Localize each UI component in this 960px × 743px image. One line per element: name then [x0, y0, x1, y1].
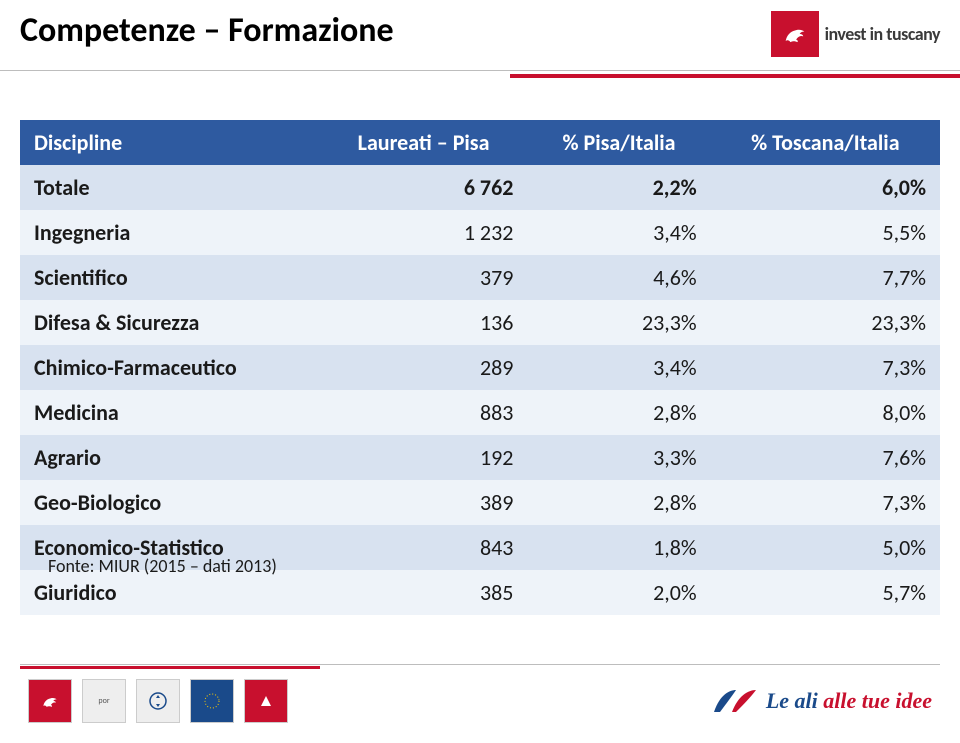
cell-label: Chimico-Farmaceutico — [20, 345, 320, 390]
table-row: Difesa & Sicurezza 136 23,3% 23,3% — [20, 300, 940, 345]
col-laureati: Laureati – Pisa — [320, 120, 528, 165]
source-note: Fonte: MIUR (2015 – dati 2013) — [48, 555, 277, 577]
table-row: Geo-Biologico 389 2,8% 7,3% — [20, 480, 940, 525]
cell-value: 5,7% — [711, 570, 940, 615]
wings-icon — [712, 686, 758, 716]
cell-value: 2,0% — [527, 570, 710, 615]
cell-label: Scientifico — [20, 255, 320, 300]
table-row: Medicina 883 2,8% 8,0% — [20, 390, 940, 435]
table-row: Scientifico 379 4,6% 7,7% — [20, 255, 940, 300]
cell-value: 2,8% — [527, 390, 710, 435]
table-row: Ingegneria 1 232 3,4% 5,5% — [20, 210, 940, 255]
cell-value: 7,3% — [711, 480, 940, 525]
col-pisa-italia: % Pisa/Italia — [527, 120, 710, 165]
regione-toscana-icon — [28, 679, 72, 723]
cell-value: 385 — [320, 570, 528, 615]
table-row: Chimico-Farmaceutico 289 3,4% 7,3% — [20, 345, 940, 390]
footer-left-logos: por — [28, 679, 288, 723]
table-header-row: Discipline Laureati – Pisa % Pisa/Italia… — [20, 120, 940, 165]
cell-value: 379 — [320, 255, 528, 300]
data-table: Discipline Laureati – Pisa % Pisa/Italia… — [20, 120, 940, 615]
cell-value: 8,0% — [711, 390, 940, 435]
cell-value: 23,3% — [711, 300, 940, 345]
cell-value: 7,7% — [711, 255, 940, 300]
cell-value: 3,3% — [527, 435, 710, 480]
footer-accent-line — [20, 666, 320, 669]
cell-label: Totale — [20, 165, 320, 210]
cell-label: Difesa & Sicurezza — [20, 300, 320, 345]
cell-value: 1,8% — [527, 525, 710, 570]
cell-value: 2,2% — [527, 165, 710, 210]
footer-logos: por Le ali alle tue idee — [28, 677, 932, 725]
cell-label: Medicina — [20, 390, 320, 435]
cell-value: 843 — [320, 525, 528, 570]
col-toscana-italia: % Toscana/Italia — [711, 120, 940, 165]
toscana-icon — [244, 679, 288, 723]
cell-label: Agrario — [20, 435, 320, 480]
cell-value: 389 — [320, 480, 528, 525]
cell-value: 2,8% — [527, 480, 710, 525]
table-row: Agrario 192 3,3% 7,6% — [20, 435, 940, 480]
table-row: Totale 6 762 2,2% 6,0% — [20, 165, 940, 210]
repubblica-icon — [136, 679, 180, 723]
cell-value: 5,5% — [711, 210, 940, 255]
ue-icon — [190, 679, 234, 723]
por-icon: por — [82, 679, 126, 723]
slide: Competenze – Formazione invest in tuscan… — [0, 0, 960, 743]
logo-text: invest in tuscany — [825, 23, 940, 45]
cell-label: Ingegneria — [20, 210, 320, 255]
cell-value: 192 — [320, 435, 528, 480]
slogan-text: Le ali alle tue idee — [766, 688, 932, 714]
header-rules — [0, 70, 960, 80]
cell-label: Geo-Biologico — [20, 480, 320, 525]
page-title: Competenze – Formazione — [20, 10, 394, 51]
col-discipline: Discipline — [20, 120, 320, 165]
cell-value: 3,4% — [527, 345, 710, 390]
cell-value: 289 — [320, 345, 528, 390]
footer-right-slogan: Le ali alle tue idee — [712, 686, 932, 716]
cell-value: 7,6% — [711, 435, 940, 480]
cell-value: 883 — [320, 390, 528, 435]
cell-value: 6,0% — [711, 165, 940, 210]
cell-value: 5,0% — [711, 525, 940, 570]
header-logo: invest in tuscany — [771, 10, 940, 58]
cell-value: 23,3% — [527, 300, 710, 345]
cell-value: 7,3% — [711, 345, 940, 390]
cell-value: 6 762 — [320, 165, 528, 210]
footer-divider — [20, 664, 940, 665]
cell-value: 136 — [320, 300, 528, 345]
cell-value: 1 232 — [320, 210, 528, 255]
cell-value: 4,6% — [527, 255, 710, 300]
cell-value: 3,4% — [527, 210, 710, 255]
pegasus-icon — [771, 11, 819, 57]
header: Competenze – Formazione invest in tuscan… — [20, 10, 940, 70]
